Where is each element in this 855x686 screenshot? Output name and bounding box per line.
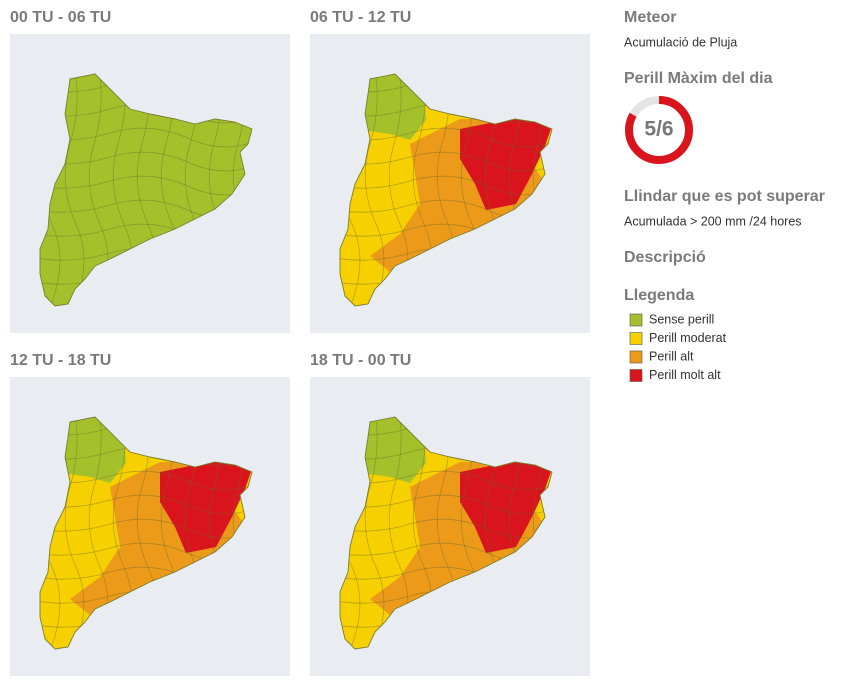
border	[40, 494, 252, 515]
border	[64, 74, 85, 306]
gauge-arc	[625, 96, 693, 164]
zone	[460, 455, 552, 553]
outline	[339, 416, 553, 650]
meteor-heading: Meteor	[624, 9, 676, 26]
border	[340, 151, 552, 172]
description-heading: Descripció	[624, 249, 706, 266]
panel-title: 06 TU - 12 TU	[310, 9, 411, 26]
legend-label: Perill moderat	[649, 331, 727, 345]
threshold: Acumulada > 200 mm /24 hores	[624, 214, 802, 228]
legend-label: Sense perill	[649, 312, 714, 326]
border	[64, 417, 85, 649]
border	[340, 175, 552, 196]
outline	[39, 416, 253, 650]
meteor: Acumulació de Pluja	[624, 35, 737, 49]
legend-label: Perill molt alt	[649, 368, 721, 382]
outline	[39, 73, 253, 307]
border	[340, 494, 552, 515]
border	[364, 417, 385, 649]
legend-swatch	[629, 369, 643, 382]
border	[364, 74, 385, 306]
danger-label: 5/6	[644, 118, 673, 141]
legend-label: Perill alt	[649, 349, 694, 363]
border	[40, 518, 252, 539]
border	[340, 518, 552, 539]
map	[10, 377, 290, 676]
panel-title: 12 TU - 18 TU	[10, 352, 111, 369]
danger-heading: Perill Màxim del dia	[624, 70, 773, 87]
legend-heading: Llegenda	[624, 287, 694, 304]
panel-title: 18 TU - 00 TU	[310, 352, 411, 369]
outline	[339, 73, 553, 307]
zone	[160, 455, 252, 553]
map	[310, 34, 590, 333]
map	[310, 377, 590, 676]
legend-swatch	[629, 332, 643, 345]
border	[40, 151, 252, 172]
border	[40, 175, 252, 196]
legend-swatch	[629, 313, 643, 327]
threshold-heading: Llindar que es pot superar	[624, 188, 825, 205]
legend-swatch	[629, 350, 643, 364]
zone	[460, 112, 552, 210]
panel-title: 00 TU - 06 TU	[10, 9, 111, 26]
map	[10, 34, 290, 333]
